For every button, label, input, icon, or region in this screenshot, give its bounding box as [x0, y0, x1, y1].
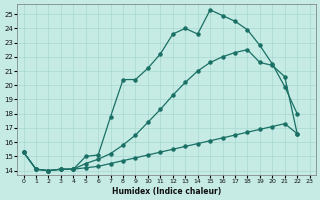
X-axis label: Humidex (Indice chaleur): Humidex (Indice chaleur): [112, 187, 221, 196]
